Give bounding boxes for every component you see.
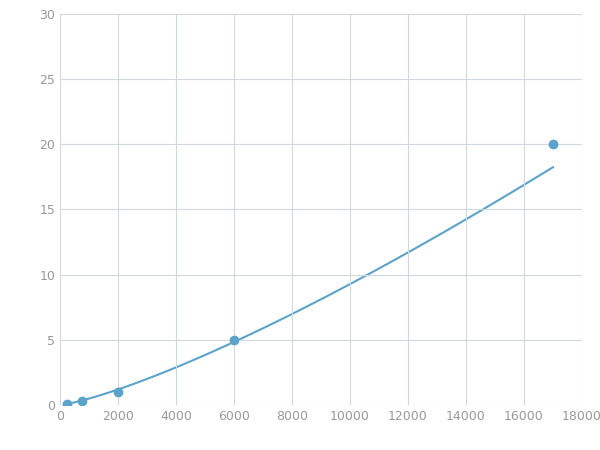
Point [113,388,123,396]
Point [229,336,239,343]
Point [548,140,558,148]
Point [62,400,72,407]
Point [77,397,86,405]
